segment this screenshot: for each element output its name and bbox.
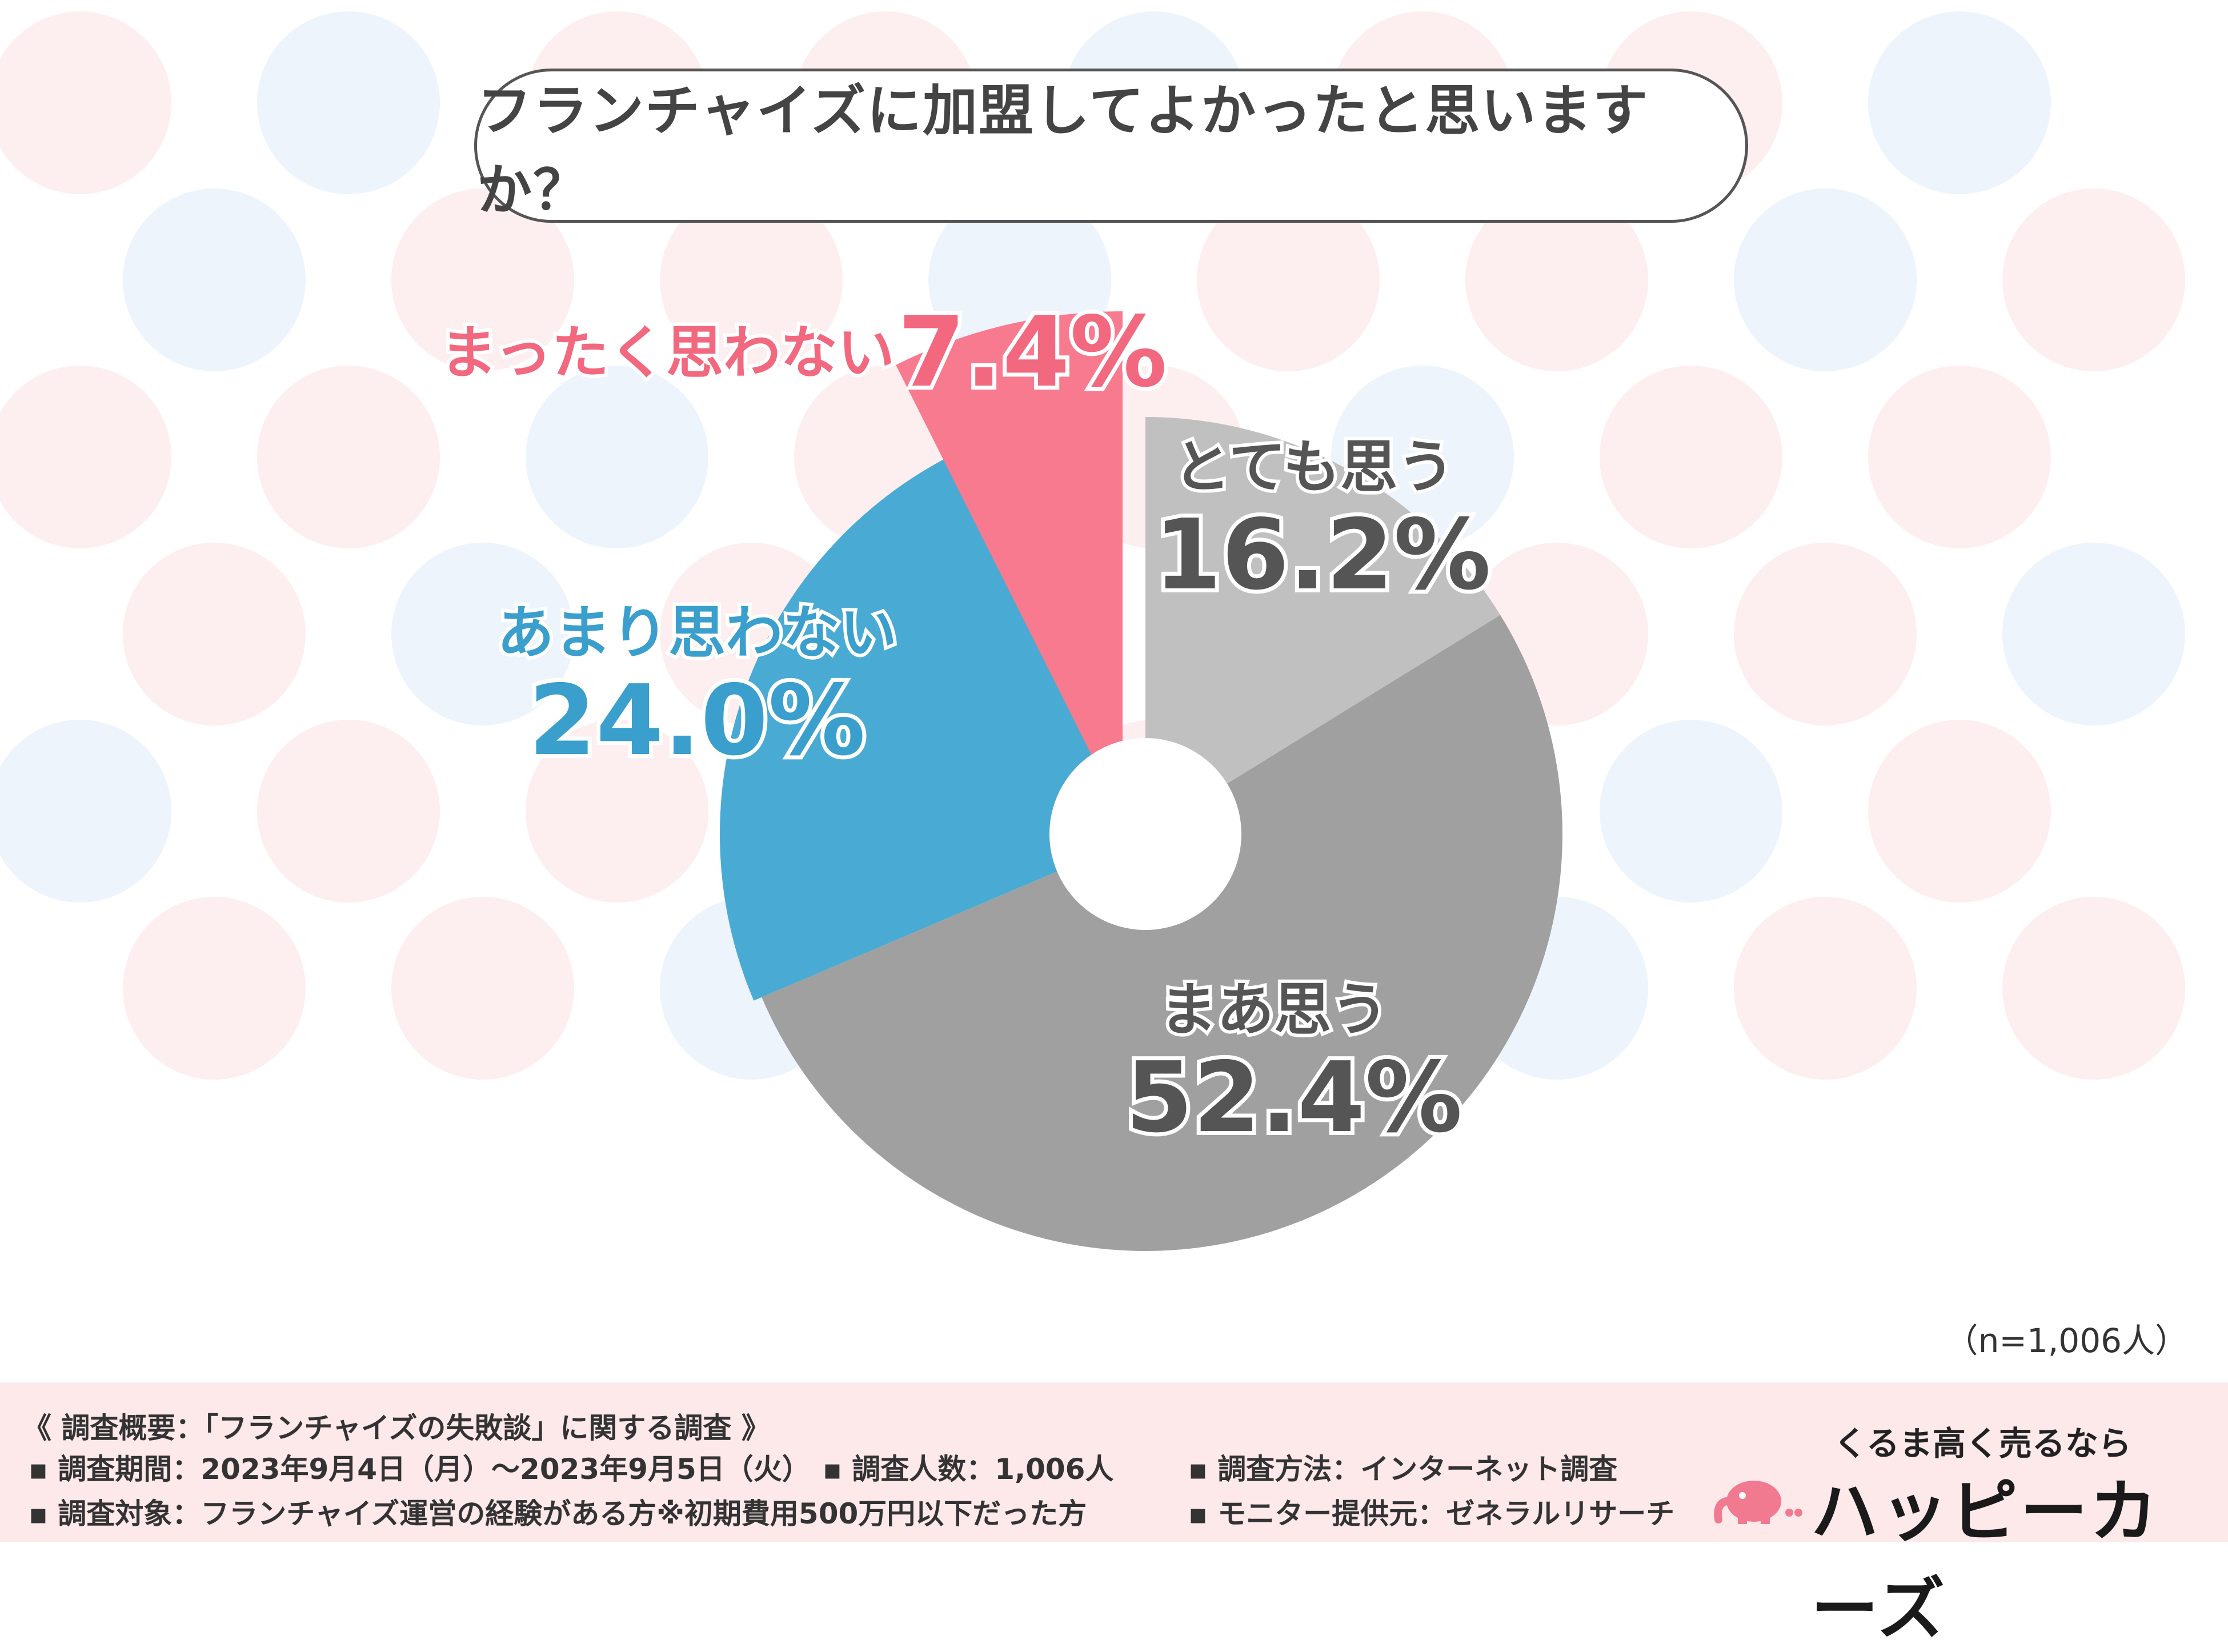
- background-dot: [526, 720, 708, 903]
- background-dot: [2002, 897, 2185, 1080]
- page-title: フランチャイズに加盟してよかったと思いますか？: [477, 79, 1649, 222]
- title-banner: フランチャイズに加盟してよかったと思いますか？: [474, 69, 1748, 223]
- slice-label-0: とても思う 16.2%: [1150, 431, 1495, 615]
- background-dot: [1868, 11, 2051, 194]
- background-dot: [2002, 543, 2185, 725]
- brand-tagline: くるま高く売るなら: [1834, 1424, 2131, 1463]
- background-dot: [123, 189, 306, 371]
- pie-slice-0: [1145, 417, 1501, 834]
- background-dot: [391, 897, 574, 1080]
- slice-category-0: とても思う: [1170, 431, 1458, 503]
- background-dot: [123, 897, 306, 1080]
- pie-slice-1: [762, 615, 1563, 1252]
- slice-value-0: 16.2%: [1150, 496, 1495, 615]
- background-dot: [257, 366, 440, 548]
- background-dot: [0, 366, 171, 548]
- background-dot: [1600, 720, 1782, 903]
- background-dot: [1868, 720, 2051, 903]
- elephant-logo-icon: [1714, 1481, 1802, 1524]
- background-dot: [1734, 543, 1917, 725]
- background-dot: [526, 366, 708, 548]
- background-dot: [257, 11, 440, 194]
- background-dot: [1197, 189, 1380, 371]
- slice-label-2: あまり思わない 24.0%: [468, 596, 925, 781]
- slice-label-1: まあ思う 52.4%: [1121, 973, 1466, 1158]
- background-dot: [1868, 366, 2051, 548]
- background-dot: [1734, 189, 1917, 371]
- background-dot: [0, 11, 171, 194]
- survey-period: ▪ 調査期間：2023年9月4日（月）〜2023年9月5日（火）: [29, 1453, 811, 1486]
- survey-count: ▪ 調査人数：1,006人: [823, 1453, 1114, 1486]
- background-dot: [257, 720, 440, 903]
- slice-value-2: 24.0%: [524, 661, 869, 781]
- background-dot: [123, 543, 306, 725]
- background-dot: [1465, 189, 1648, 371]
- slice-category-1: まあ思う: [1156, 973, 1392, 1046]
- slice-label-3: まったく思わない 7.4%: [436, 293, 1183, 412]
- survey-target: ▪ 調査対象：フランチャイズ運営の経験がある方※初期費用500万円以下だった方: [29, 1497, 1087, 1530]
- brand-name: ハッピーカーズ: [1811, 1472, 2160, 1649]
- background-dot: [660, 189, 843, 371]
- pie-slice-2: [719, 454, 1145, 1001]
- slice-value-3: 7.4%: [894, 293, 1171, 412]
- survey-title: 《 調査概要：「フランチャイズの失敗談」に関する調査 》: [23, 1412, 770, 1445]
- donut-hole: [1049, 738, 1241, 930]
- sample-size: （n=1,006人）: [1945, 1321, 2188, 1360]
- background-dot: [391, 189, 574, 371]
- survey-provider: ▪ モニター提供元：ゼネラルリサーチ: [1188, 1497, 1675, 1530]
- slice-value-1: 52.4%: [1121, 1038, 1466, 1158]
- background-dot: [391, 543, 574, 725]
- background-dot: [1600, 366, 1782, 548]
- background-dot: [1734, 897, 1917, 1080]
- background-dot: [2002, 189, 2185, 371]
- slice-category-2: あまり思わない: [494, 596, 900, 669]
- slice-category-3: まったく思わない: [436, 316, 898, 389]
- background-dot: [0, 720, 171, 903]
- pie-slice-3: [896, 311, 1123, 817]
- pie-chart: [719, 311, 1563, 1252]
- survey-method: ▪ 調査方法：インターネット調査: [1188, 1453, 1618, 1486]
- survey-footer: 《 調査概要：「フランチャイズの失敗談」に関する調査 》 ▪ 調査期間：2023…: [0, 1382, 2228, 1649]
